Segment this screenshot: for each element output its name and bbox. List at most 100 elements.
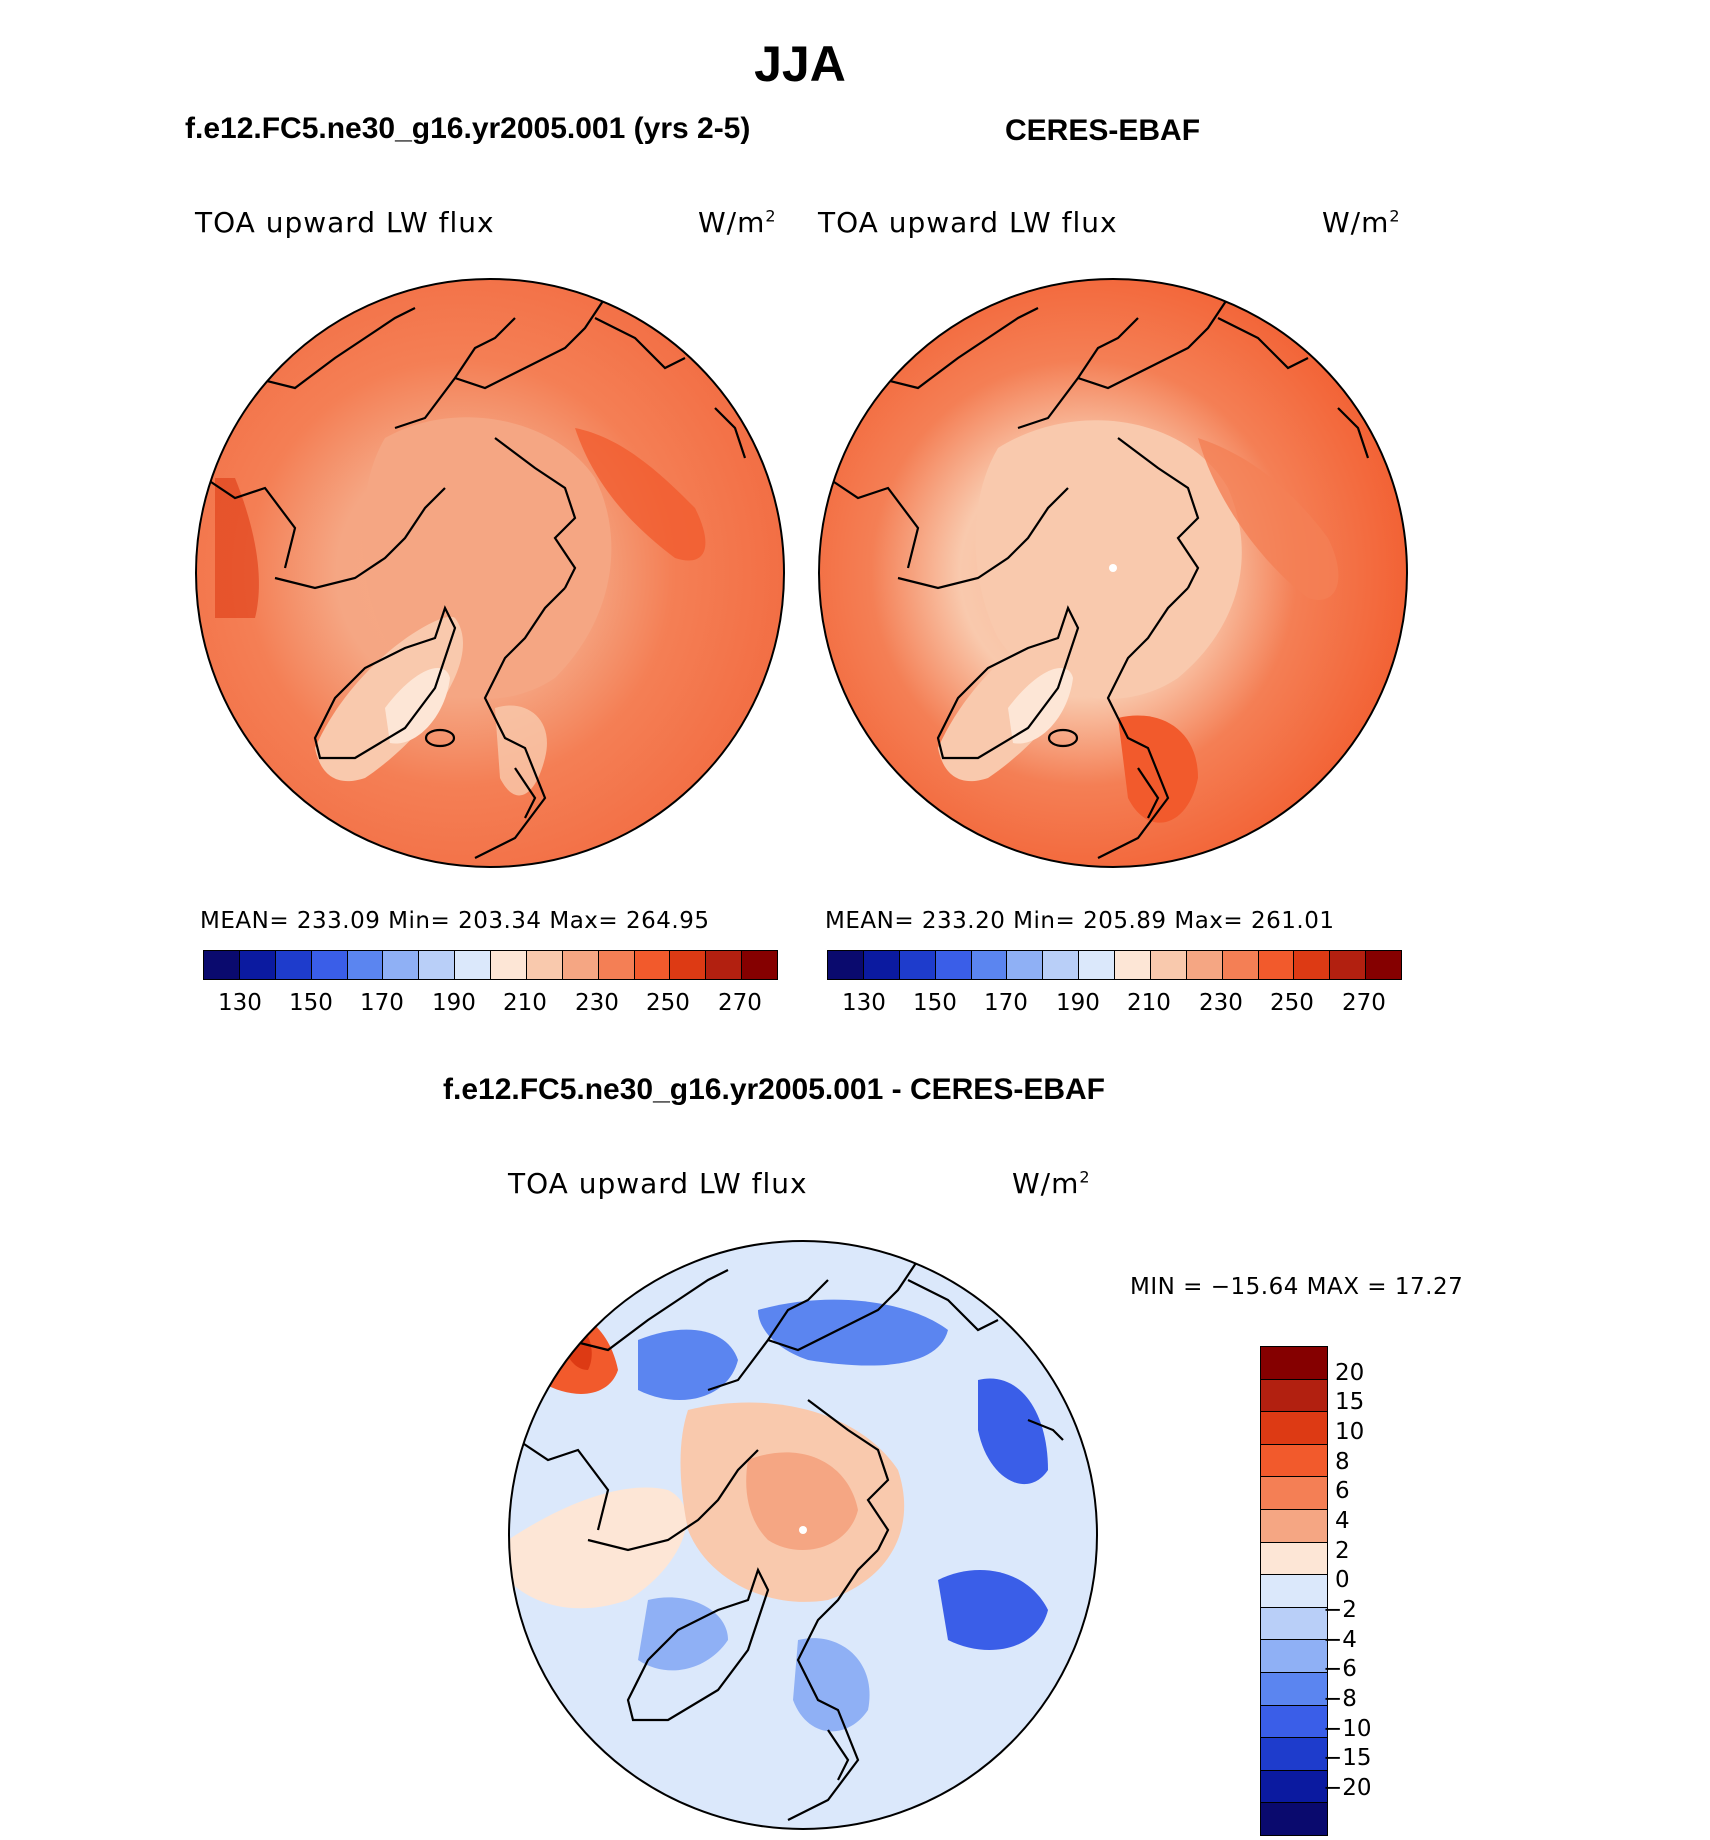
- positive-anomaly-core: [746, 1452, 858, 1550]
- colorbar-swatch: [491, 951, 527, 979]
- polar-map-model: [195, 278, 785, 868]
- colorbar-swatch: [1261, 1379, 1327, 1413]
- greenland-region: [938, 616, 1086, 782]
- panel-title-obs: CERES-EBAF: [1005, 114, 1201, 147]
- stats-model: MEAN= 233.09 Min= 203.34 Max= 264.95: [200, 908, 710, 934]
- colorbar-labels-diff: 20 15 10 8 6 4 2 0 −2 −4 −6 −8 −10 −15 −…: [1323, 1346, 1455, 1834]
- colorbar-swatch: [670, 951, 707, 979]
- greenland-core: [1008, 668, 1073, 744]
- colorbar-swatch: [1261, 1705, 1327, 1739]
- polar-map-diff: [508, 1240, 1098, 1830]
- tick-label: 170: [360, 990, 404, 1016]
- tick-label: 8: [1335, 1449, 1350, 1475]
- hot-edge: [215, 478, 259, 618]
- tick-label: 270: [718, 990, 762, 1016]
- positive-anomaly: [509, 1487, 687, 1609]
- greenland-core: [385, 668, 450, 744]
- pole-marker: [1109, 564, 1117, 572]
- negative-anomaly-pacific: [938, 1570, 1048, 1650]
- colorbar-swatch: [706, 951, 743, 979]
- colorbar-swatch: [239, 951, 276, 979]
- units-label-obs: W/m2: [1322, 206, 1401, 239]
- stats-obs: MEAN= 233.20 Min= 205.89 Max= 261.01: [825, 908, 1335, 934]
- greenland-region: [315, 616, 463, 782]
- colorbar-swatch: [598, 951, 635, 979]
- tick-label: 230: [1199, 990, 1243, 1016]
- colorbar-swatch: [1261, 1672, 1327, 1706]
- colorbar-swatch: [1007, 951, 1044, 979]
- negative-anomaly-siberia: [758, 1299, 948, 1366]
- scandinavia-anomaly: [793, 1638, 870, 1732]
- tick-label: 130: [842, 990, 886, 1016]
- colorbar-swatch: [419, 951, 456, 979]
- tick-label: 230: [575, 990, 619, 1016]
- colorbar-swatch: [1079, 951, 1115, 979]
- colorbar-swatch: [526, 951, 563, 979]
- tick-label: −20: [1323, 1775, 1372, 1801]
- negative-anomaly-east: [978, 1378, 1048, 1485]
- tick-label: 210: [503, 990, 547, 1016]
- colorbar-obs: [827, 950, 1402, 980]
- variable-label-obs: TOA upward LW flux: [818, 206, 1118, 239]
- max-anomaly: [558, 1310, 592, 1370]
- colorbar-swatch: [1261, 1803, 1327, 1835]
- tick-label: 4: [1335, 1508, 1350, 1534]
- colorbar-swatch: [1261, 1542, 1327, 1576]
- colorbar-swatch: [455, 951, 491, 979]
- colorbar-swatch: [1261, 1444, 1327, 1478]
- colorbar-swatch: [1261, 1477, 1327, 1510]
- colorbar-swatch: [1330, 951, 1367, 979]
- colorbar-swatch: [1261, 1509, 1327, 1543]
- units-label-diff: W/m2: [1012, 1167, 1091, 1200]
- colorbar-swatch: [275, 951, 312, 979]
- tick-label: −2: [1323, 1597, 1357, 1623]
- colorbar-swatch: [899, 951, 936, 979]
- colorbar-swatch: [863, 951, 900, 979]
- colorbar-swatch: [1294, 951, 1331, 979]
- tick-label: 150: [913, 990, 957, 1016]
- tick-label: 0: [1335, 1567, 1350, 1593]
- colorbar-swatch: [1222, 951, 1259, 979]
- tick-label: 150: [289, 990, 333, 1016]
- colorbar-diff: [1260, 1346, 1328, 1836]
- tick-label: −10: [1323, 1716, 1372, 1742]
- tick-label: 2: [1335, 1538, 1350, 1564]
- colorbar-swatch: [347, 951, 384, 979]
- negative-anomaly: [638, 1329, 738, 1400]
- strong-positive-anomaly: [528, 1300, 618, 1394]
- tick-label: 190: [432, 990, 476, 1016]
- polar-map-obs: [818, 278, 1408, 868]
- tick-label: 250: [1270, 990, 1314, 1016]
- variable-label-diff: TOA upward LW flux: [508, 1167, 808, 1200]
- tick-label: 20: [1335, 1360, 1365, 1386]
- colorbar-swatch: [971, 951, 1008, 979]
- colorbar-swatch: [1150, 951, 1187, 979]
- stats-diff: MIN = −15.64 MAX = 17.27: [1130, 1274, 1464, 1300]
- colorbar-ticks-model: 130 150 170 190 210 230 250 270: [203, 990, 776, 1020]
- tick-label: 130: [218, 990, 262, 1016]
- colorbar-swatch: [204, 951, 240, 979]
- colorbar-swatch: [1261, 1607, 1327, 1641]
- warm-region: [575, 428, 706, 561]
- coastlines: [204, 297, 747, 859]
- colorbar-swatch: [562, 951, 599, 979]
- tick-label: −15: [1323, 1745, 1372, 1771]
- main-title: JJA: [754, 36, 846, 92]
- tick-label: 210: [1127, 990, 1171, 1016]
- panel-title-diff: f.e12.FC5.ne30_g16.yr2005.001 - CERES-EB…: [443, 1073, 1105, 1106]
- colorbar-swatch: [634, 951, 671, 979]
- tick-label: −4: [1323, 1627, 1357, 1653]
- colorbar-swatch: [1261, 1640, 1327, 1673]
- colorbar-swatch: [1115, 951, 1151, 979]
- tick-label: 270: [1342, 990, 1386, 1016]
- tick-label: 250: [646, 990, 690, 1016]
- units-label-model: W/m2: [698, 206, 777, 239]
- colorbar-swatch: [1261, 1738, 1327, 1771]
- colorbar-swatch: [1261, 1412, 1327, 1445]
- colorbar-swatch: [935, 951, 972, 979]
- coastlines: [827, 297, 1370, 859]
- tick-label: 170: [984, 990, 1028, 1016]
- arctic-region: [975, 420, 1242, 699]
- colorbar-swatch: [1258, 951, 1295, 979]
- tick-label: −8: [1323, 1686, 1357, 1712]
